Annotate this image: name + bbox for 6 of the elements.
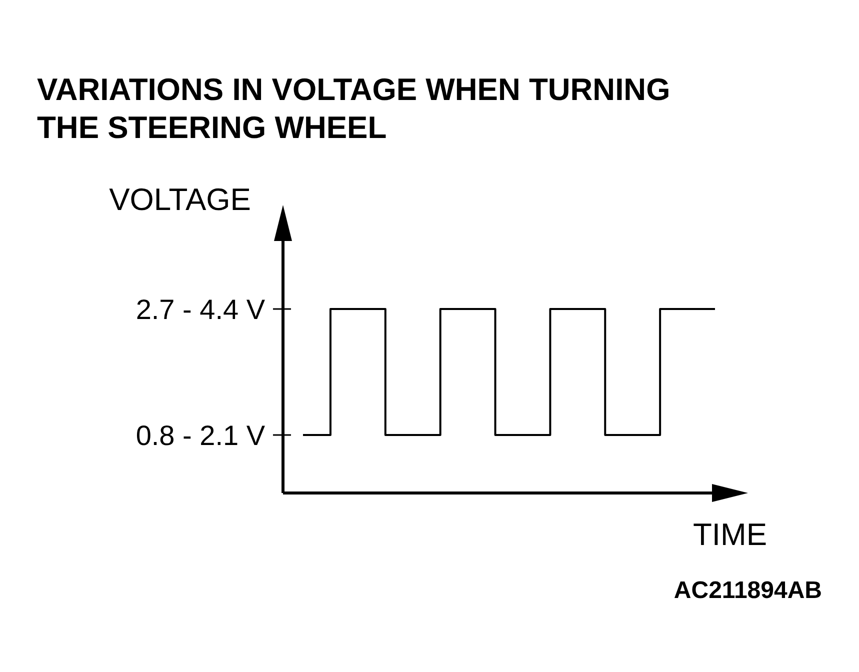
x-axis-title: TIME	[692, 517, 768, 552]
ref-line-label: 2.7 - 4.4 V	[136, 294, 266, 325]
y-axis-title: VOLTAGE	[109, 182, 251, 217]
text: AC211894AB	[674, 577, 822, 604]
chart-title: VARIATIONS IN VOLTAGE WHEN TURNING THE STEERING WHEEL	[37, 72, 670, 145]
ref-line-label: 0.8 - 2.1 V	[136, 420, 266, 451]
